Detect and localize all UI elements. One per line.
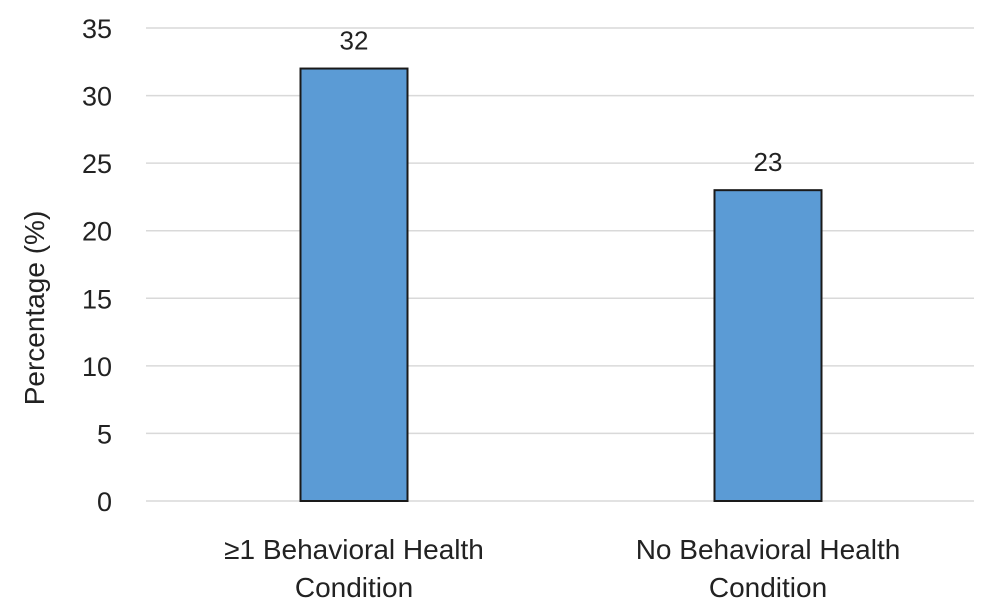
bar [713, 189, 823, 503]
data-label: 32 [340, 26, 369, 56]
gridlines [146, 27, 974, 502]
x-category-label: No Behavioral Health [636, 534, 901, 565]
data-labels: 32 23 [340, 26, 783, 178]
y-tick-label: 20 [82, 217, 112, 247]
bar [299, 67, 409, 503]
y-tick-label: 25 [82, 149, 112, 179]
y-tick-label: 30 [82, 82, 112, 112]
y-tick-label: 0 [97, 487, 112, 517]
data-label: 23 [754, 147, 783, 177]
y-tick-label: 15 [82, 284, 112, 314]
y-tick-label: 5 [97, 419, 112, 449]
y-axis-label: Percentage (%) [19, 211, 50, 406]
x-category-label: Condition [295, 572, 413, 603]
x-category-label: Condition [709, 572, 827, 603]
x-axis-category-labels: ≥1 Behavioral Health Condition No Behavior… [224, 534, 900, 603]
y-tick-label: 10 [82, 352, 112, 382]
x-category-label: ≥1 Behavioral Health [224, 534, 484, 565]
y-tick-label: 35 [82, 14, 112, 44]
bars [299, 67, 823, 503]
y-axis-tick-labels: 0 5 10 15 20 25 30 35 [82, 14, 112, 517]
